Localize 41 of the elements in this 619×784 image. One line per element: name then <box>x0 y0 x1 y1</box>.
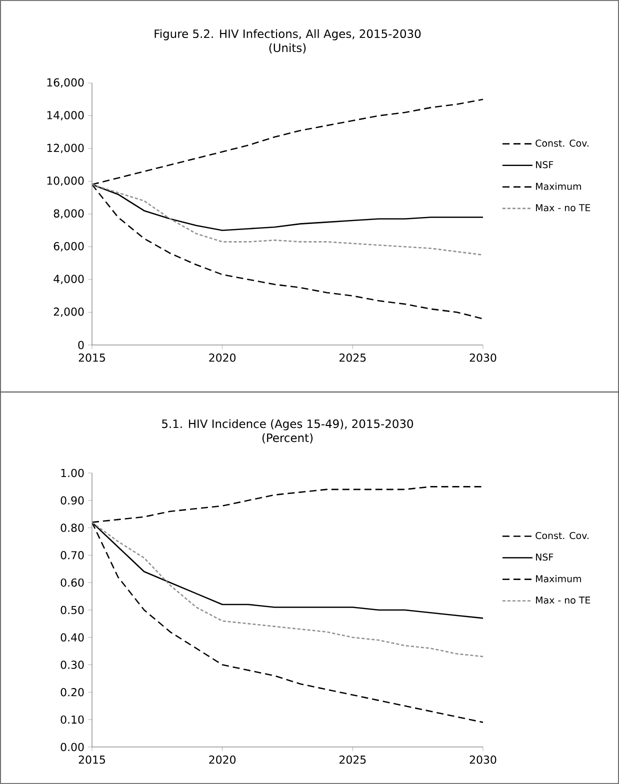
y-tick-label: 0.60 <box>60 578 84 587</box>
y-tick-label: 12,000 <box>47 144 84 154</box>
chart-title: Figure 5.2. HIV Infections, All Ages, 2015-2030 <box>154 29 421 40</box>
y-tick-label: 0.10 <box>60 715 84 724</box>
x-tick-label: 2015 <box>78 756 105 764</box>
chart-subtitle: (Units) <box>269 43 306 54</box>
y-tick-label: 14,000 <box>47 111 84 120</box>
legend-label: NSF <box>536 161 554 168</box>
x-tick-label: 2030 <box>470 354 496 362</box>
legend-label: Max - no TE <box>536 596 590 604</box>
y-tick-label: 6,000 <box>54 242 84 252</box>
chart-subtitle: (Percent) <box>262 433 313 444</box>
y-tick-label: 0.80 <box>60 524 84 532</box>
y-tick-label: 1.00 <box>61 468 84 478</box>
x-tick-label: 2025 <box>340 354 366 362</box>
x-tick-label: 2025 <box>340 756 366 764</box>
chart-title: 5.1. HIV Incidence (Ages 15-49), 2015-2030 <box>162 419 414 430</box>
legend-label: Maximum <box>536 574 581 582</box>
y-tick-label: 0.30 <box>60 660 84 669</box>
legend-label: Const. Cov. <box>536 532 588 540</box>
y-tick-label: 10,000 <box>47 176 84 186</box>
legend-label: NSF <box>536 553 554 561</box>
y-tick-label: 8,000 <box>54 209 84 219</box>
legend-label: Const. Cov. <box>536 140 588 147</box>
x-tick-label: 2020 <box>209 756 236 764</box>
y-tick-label: 0.00 <box>60 742 84 752</box>
legend-label: Maximum <box>536 182 581 190</box>
y-tick-label: 0.40 <box>60 633 84 642</box>
y-tick-label: 16,000 <box>47 78 84 88</box>
y-tick-label: 0.90 <box>60 496 84 505</box>
x-tick-label: 2015 <box>78 354 105 362</box>
y-tick-label: 0.20 <box>60 688 84 696</box>
y-tick-label: 0.50 <box>60 606 84 614</box>
legend-label: Max - no TE <box>536 204 590 212</box>
y-tick-label: 0.70 <box>60 551 84 560</box>
line-series <box>92 522 483 658</box>
x-tick-label: 2020 <box>209 354 236 362</box>
x-tick-label: 2030 <box>470 756 496 764</box>
y-tick-label: 2,000 <box>54 308 84 317</box>
y-tick-label: 4,000 <box>54 274 84 284</box>
y-tick-label: 0 <box>78 340 84 350</box>
